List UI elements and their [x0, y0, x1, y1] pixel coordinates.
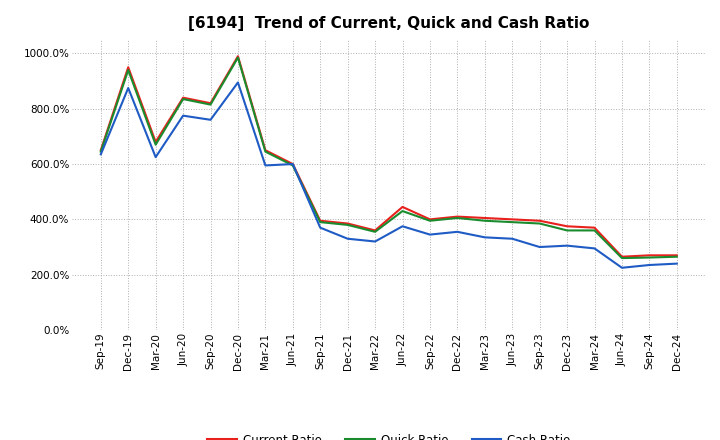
Current Ratio [645, 253, 654, 258]
Quick Ratio [453, 215, 462, 220]
Cash Ratio [398, 224, 407, 229]
Quick Ratio [261, 149, 270, 154]
Cash Ratio [508, 236, 516, 242]
Quick Ratio [289, 163, 297, 168]
Cash Ratio [426, 232, 434, 237]
Quick Ratio [233, 55, 242, 60]
Cash Ratio [179, 113, 187, 118]
Quick Ratio [672, 254, 681, 259]
Quick Ratio [508, 220, 516, 225]
Current Ratio [206, 101, 215, 106]
Cash Ratio [453, 229, 462, 235]
Current Ratio [233, 54, 242, 59]
Cash Ratio [151, 154, 160, 160]
Legend: Current Ratio, Quick Ratio, Cash Ratio: Current Ratio, Quick Ratio, Cash Ratio [202, 429, 575, 440]
Cash Ratio [233, 80, 242, 85]
Current Ratio [289, 161, 297, 167]
Current Ratio [426, 217, 434, 222]
Cash Ratio [645, 262, 654, 268]
Current Ratio [371, 228, 379, 233]
Current Ratio [343, 221, 352, 226]
Current Ratio [96, 147, 105, 153]
Current Ratio [124, 65, 132, 70]
Cash Ratio [206, 117, 215, 122]
Cash Ratio [590, 246, 599, 251]
Quick Ratio [590, 228, 599, 233]
Quick Ratio [206, 102, 215, 107]
Title: [6194]  Trend of Current, Quick and Cash Ratio: [6194] Trend of Current, Quick and Cash … [188, 16, 590, 32]
Cash Ratio [343, 236, 352, 242]
Current Ratio [179, 95, 187, 100]
Quick Ratio [179, 96, 187, 102]
Line: Current Ratio: Current Ratio [101, 56, 677, 257]
Quick Ratio [563, 228, 572, 233]
Cash Ratio [672, 261, 681, 266]
Quick Ratio [124, 67, 132, 73]
Current Ratio [480, 215, 489, 220]
Cash Ratio [536, 244, 544, 249]
Cash Ratio [316, 225, 325, 230]
Quick Ratio [426, 218, 434, 224]
Quick Ratio [398, 209, 407, 214]
Current Ratio [618, 254, 626, 259]
Line: Cash Ratio: Cash Ratio [101, 82, 677, 268]
Current Ratio [536, 218, 544, 224]
Quick Ratio [343, 222, 352, 227]
Cash Ratio [618, 265, 626, 271]
Quick Ratio [96, 149, 105, 154]
Current Ratio [261, 147, 270, 153]
Quick Ratio [536, 221, 544, 226]
Quick Ratio [151, 142, 160, 147]
Quick Ratio [480, 218, 489, 224]
Cash Ratio [480, 235, 489, 240]
Cash Ratio [261, 163, 270, 168]
Current Ratio [151, 139, 160, 145]
Quick Ratio [316, 220, 325, 225]
Cash Ratio [289, 161, 297, 167]
Current Ratio [453, 214, 462, 219]
Current Ratio [590, 225, 599, 230]
Quick Ratio [618, 256, 626, 261]
Quick Ratio [645, 255, 654, 260]
Current Ratio [398, 204, 407, 209]
Current Ratio [316, 218, 325, 224]
Current Ratio [563, 224, 572, 229]
Current Ratio [672, 253, 681, 258]
Line: Quick Ratio: Quick Ratio [101, 58, 677, 258]
Cash Ratio [371, 239, 379, 244]
Cash Ratio [96, 152, 105, 157]
Cash Ratio [563, 243, 572, 248]
Current Ratio [508, 217, 516, 222]
Quick Ratio [371, 229, 379, 235]
Cash Ratio [124, 85, 132, 91]
